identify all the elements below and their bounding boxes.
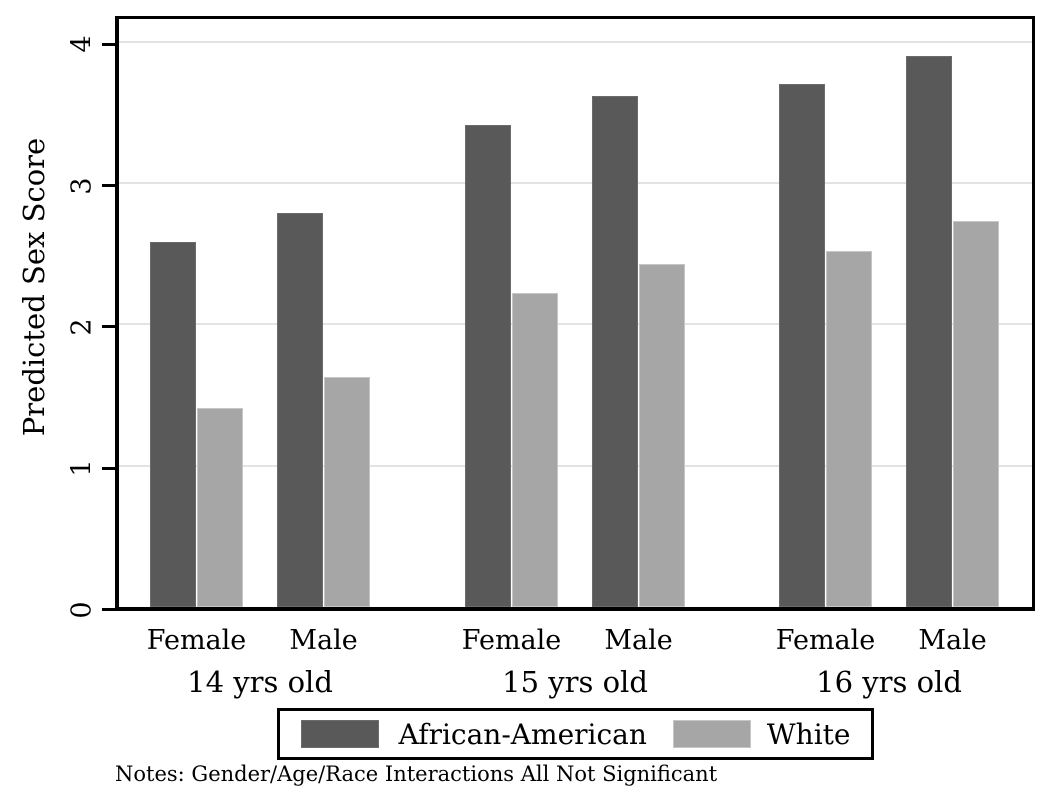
legend-box: African-American White [277, 708, 874, 760]
y-axis-title: Predicted Sex Score [17, 137, 51, 437]
age-group-label-15-yrs-old: 15 yrs old [502, 665, 648, 699]
bar-african-american-male-14-yrs-old [277, 212, 323, 607]
legend-swatch-white [672, 720, 751, 748]
legend-swatch-african-american [300, 720, 379, 748]
age-group-label-14-yrs-old: 14 yrs old [187, 665, 333, 699]
x-axis-labels: Female Male 14 yrs old Female Male 15 yrs old… [119, 611, 1032, 721]
y-tick-label-2: 2 [66, 318, 98, 336]
bar-white-male-15-yrs-old [639, 263, 685, 607]
y-tick-label-4: 4 [66, 35, 98, 53]
bar-african-american-female-15-yrs-old [465, 125, 511, 607]
y-gridline-3 [119, 182, 1032, 185]
plot-inner [119, 19, 1032, 607]
bar-african-american-female-14-yrs-old [150, 242, 196, 607]
y-tick-3 [102, 184, 115, 188]
y-tick-1 [102, 466, 115, 470]
plot-area [115, 16, 1035, 611]
sex-axis-label-male-16-yrs-old: Male [918, 625, 987, 656]
y-gridline-2 [119, 323, 1032, 326]
bar-white-male-14-yrs-old [324, 376, 370, 607]
sex-axis-label-male-14-yrs-old: Male [289, 625, 358, 656]
bar-white-female-15-yrs-old [512, 293, 558, 607]
legend-label-white: White [766, 717, 851, 751]
y-tick-4 [102, 42, 115, 46]
bar-african-american-male-16-yrs-old [906, 55, 952, 607]
sex-axis-label-male-15-yrs-old: Male [604, 625, 673, 656]
bar-african-american-female-16-yrs-old [779, 84, 825, 607]
bar-white-female-14-yrs-old [197, 407, 243, 607]
y-tick-0 [102, 608, 115, 611]
sex-axis-label-female-16-yrs-old: Female [775, 625, 876, 656]
y-tick-label-1: 1 [66, 459, 98, 477]
y-gridline-4 [119, 40, 1032, 43]
age-group-label-16-yrs-old: 16 yrs old [816, 665, 962, 699]
bar-african-american-male-15-yrs-old [592, 95, 638, 607]
y-gridline-1 [119, 464, 1032, 467]
bar-white-female-16-yrs-old [826, 250, 872, 607]
sex-axis-label-female-15-yrs-old: Female [461, 625, 562, 656]
y-tick-2 [102, 325, 115, 329]
y-tick-label-3: 3 [66, 177, 98, 195]
sex-axis-label-female-14-yrs-old: Female [146, 625, 247, 656]
y-tick-label-0: 0 [66, 600, 98, 619]
notes-text: Notes: Gender/Age/Race Interactions All … [115, 762, 718, 786]
bar-white-male-16-yrs-old [953, 221, 999, 607]
legend-label-african-american: African-American [398, 717, 647, 751]
